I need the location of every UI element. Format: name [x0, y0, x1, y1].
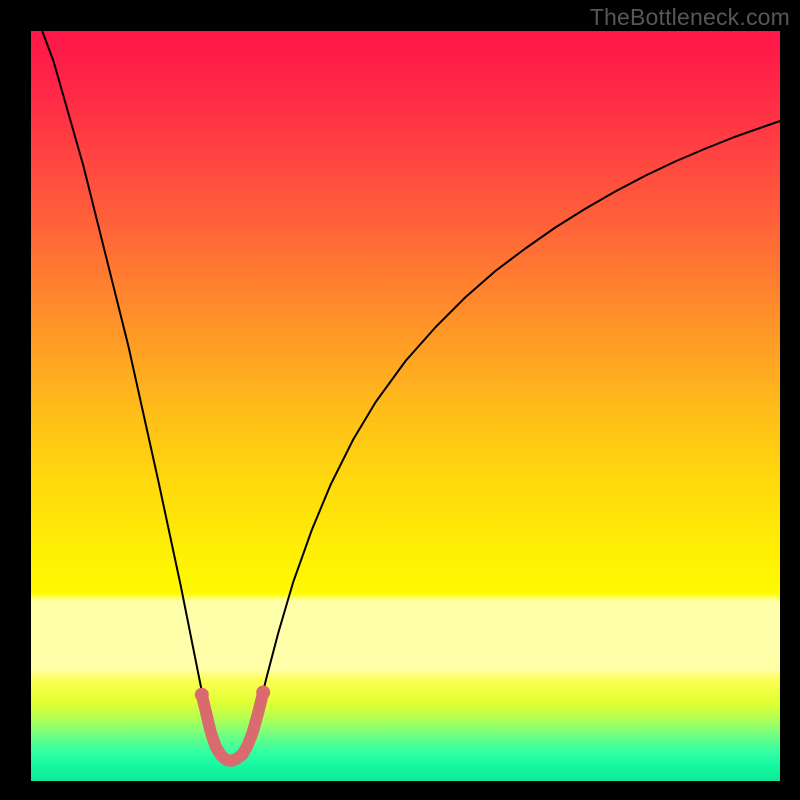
- chart-svg: [0, 0, 800, 800]
- highlight-marker-end: [256, 686, 270, 700]
- watermark-text: TheBottleneck.com: [590, 4, 790, 31]
- plot-background: [31, 31, 780, 781]
- chart-container: TheBottleneck.com: [0, 0, 800, 800]
- highlight-marker-start: [195, 688, 209, 702]
